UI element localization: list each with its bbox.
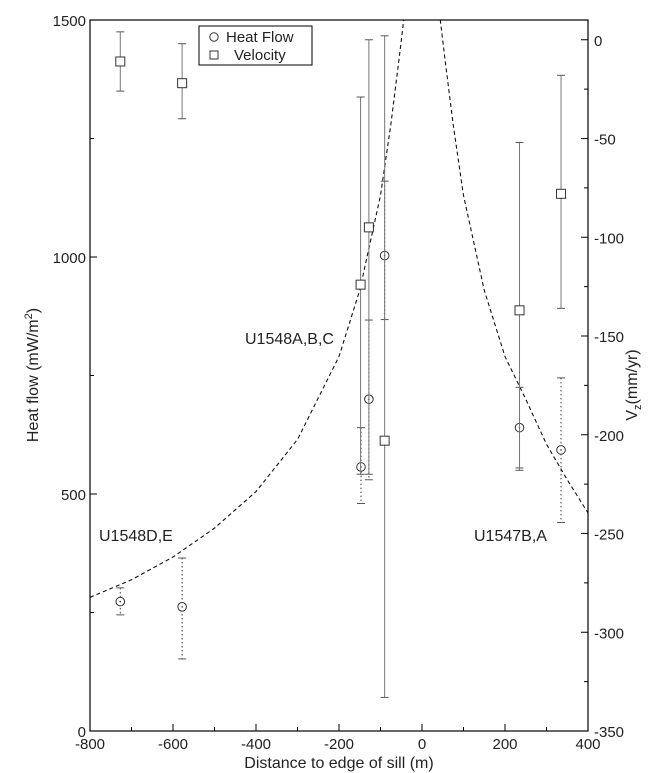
left-y-tick-label: 1000 (53, 250, 86, 267)
left-y-axis: 0 500 1000 1500 (53, 13, 97, 741)
right-y-tick-label: -300 (594, 625, 624, 642)
right-y-tick-label: 0 (594, 33, 602, 50)
x-tick-label: 200 (492, 736, 517, 753)
heat-flow-point-center (181, 606, 183, 608)
left-y-axis-title-end: ) (25, 308, 42, 313)
right-y-tick-label: -100 (594, 230, 624, 247)
annotation-u1547ba: U1547B,A (474, 528, 547, 545)
velocity-point (115, 56, 126, 67)
right-y-axis-title-main: V (624, 410, 641, 421)
x-axis: -800 -600 -400 -200 0 200 400 (75, 724, 601, 753)
x-tick-label: -600 (158, 736, 188, 753)
x-tick-label: -800 (75, 736, 105, 753)
left-y-axis-title-main: Heat flow (mW/m (25, 319, 42, 442)
x-tick-label: 0 (418, 736, 426, 753)
legend: Heat Flow Velocity (198, 25, 313, 66)
velocity-point (556, 188, 567, 199)
right-y-tick-label: -200 (594, 428, 624, 445)
velocity-point (379, 435, 390, 446)
velocity-point (177, 78, 188, 89)
left-y-tick-label: 500 (61, 487, 86, 504)
heat-flow-point-center (560, 449, 562, 451)
right-y-axis-title-subscript: z (632, 404, 644, 410)
right-y-tick-label: -250 (594, 527, 624, 544)
right-y-axis-title-end: (mm/yr) (624, 349, 641, 404)
right-y-tick-label: -350 (594, 724, 624, 741)
x-axis-title: Distance to edge of sill (m) (244, 755, 433, 772)
left-y-tick-label: 1500 (53, 13, 86, 30)
right-y-tick-label: -50 (594, 132, 616, 149)
heat-flow-point-center (119, 600, 122, 603)
x-tick-label: 400 (575, 736, 600, 753)
legend-heat-flow-label: Heat Flow (226, 29, 294, 46)
series-marks (115, 31, 567, 698)
velocity-point (514, 305, 525, 316)
right-y-tick-label: -150 (594, 329, 624, 346)
model-curve (90, 20, 588, 598)
legend-velocity-label: Velocity (234, 47, 286, 64)
annotation-u1548de: U1548D,E (99, 528, 173, 545)
plot-frame (89, 19, 589, 732)
x-tick-label: -200 (324, 736, 354, 753)
velocity-point (363, 222, 374, 233)
right-y-axis: 0 -50 -100 -150 -200 -250 -300 -350 (581, 33, 624, 741)
legend-velocity-marker (209, 50, 219, 60)
left-y-axis-title-superscript: 2 (23, 313, 35, 319)
right-y-axis-title: Vz(mm/yr) (624, 349, 644, 420)
x-tick-label: -400 (241, 736, 271, 753)
legend-heat-flow-marker (209, 32, 219, 42)
left-y-axis-title: Heat flow (mW/m2) (23, 308, 42, 442)
left-y-tick-label: 0 (78, 724, 86, 741)
annotation-u1548abc: U1548A,B,C (245, 331, 334, 348)
velocity-point (355, 279, 366, 290)
